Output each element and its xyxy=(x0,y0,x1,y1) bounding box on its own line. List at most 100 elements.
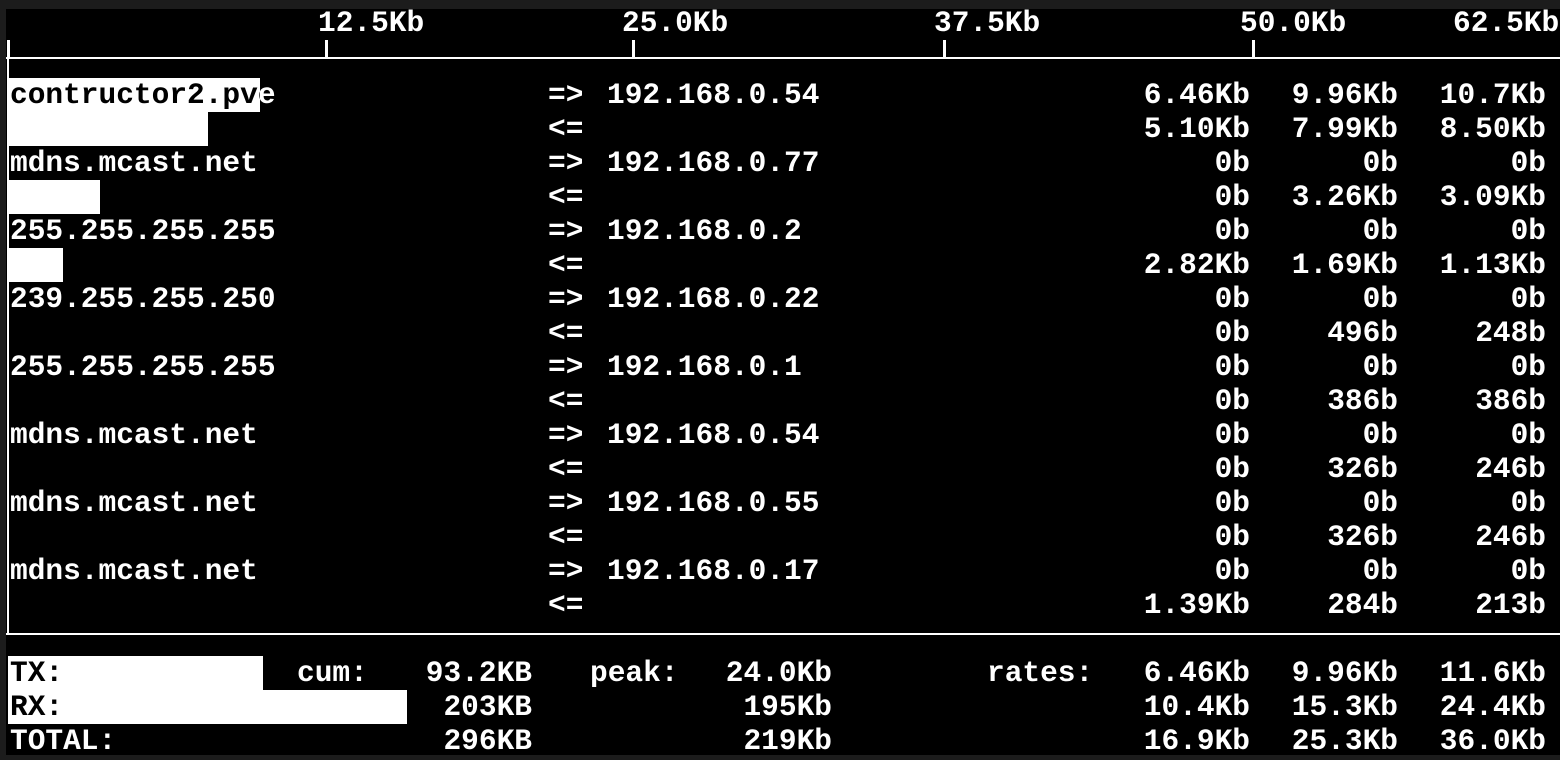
cum-value: 203KB xyxy=(443,690,532,724)
summary-rate: 36.0Kb xyxy=(1439,724,1546,758)
tx-arrow-icon: => xyxy=(548,214,584,248)
rx-rate: 0b xyxy=(1214,452,1250,486)
tx-rate: 10.7Kb xyxy=(1439,78,1546,112)
summary-rate: 16.9Kb xyxy=(1143,724,1250,758)
tx-rate: 0b xyxy=(1362,554,1398,588)
rx-rate: 1.69Kb xyxy=(1291,248,1398,282)
summary-rate: 9.96Kb xyxy=(1291,656,1398,690)
scale-label: 37.5Kb xyxy=(934,6,1041,40)
tx-arrow-icon: => xyxy=(548,146,584,180)
tx-rate: 0b xyxy=(1214,554,1250,588)
source-host: 239.255.255.250 xyxy=(10,282,276,316)
dest-host: 192.168.0.77 xyxy=(607,146,820,180)
tx-arrow-icon: => xyxy=(548,554,584,588)
rx-rate: 0b xyxy=(1214,316,1250,350)
dest-host: 192.168.0.54 xyxy=(607,78,820,112)
summary-rate: 25.3Kb xyxy=(1291,724,1398,758)
rx-arrow-icon: <= xyxy=(548,180,584,214)
peak-header: peak: xyxy=(590,656,679,690)
summary-rate: 6.46Kb xyxy=(1143,656,1250,690)
summary-rate: 24.4Kb xyxy=(1439,690,1546,724)
scale-label: 25.0Kb xyxy=(622,6,729,40)
summary-rate: 15.3Kb xyxy=(1291,690,1398,724)
scale-tick xyxy=(943,40,946,57)
rx-arrow-icon: <= xyxy=(548,588,584,622)
tx-rate: 0b xyxy=(1510,146,1546,180)
tx-rate: 0b xyxy=(1214,146,1250,180)
rx-rate: 8.50Kb xyxy=(1439,112,1546,146)
tx-rate: 0b xyxy=(1362,350,1398,384)
tx-rate: 0b xyxy=(1510,554,1546,588)
summary-label: TOTAL: xyxy=(10,724,117,758)
tx-arrow-icon: => xyxy=(548,418,584,452)
summary-rate: 10.4Kb xyxy=(1143,690,1250,724)
rx-arrow-icon: <= xyxy=(548,112,584,146)
scale-label: 62.5Kb xyxy=(1453,6,1560,40)
scale-tick xyxy=(1252,40,1255,57)
source-host: contructor2.pve xyxy=(10,78,276,112)
rx-arrow-icon: <= xyxy=(548,452,584,486)
tx-rate: 0b xyxy=(1362,282,1398,316)
cum-value: 93.2KB xyxy=(425,656,532,690)
summary-rate: 11.6Kb xyxy=(1439,656,1546,690)
rx-arrow-icon: <= xyxy=(548,248,584,282)
summary-separator-line xyxy=(6,633,1560,635)
traffic-bar-rx xyxy=(8,112,208,146)
rx-rate: 0b xyxy=(1214,520,1250,554)
tx-rate: 0b xyxy=(1362,418,1398,452)
rx-arrow-icon: <= xyxy=(548,384,584,418)
rx-rate: 326b xyxy=(1327,452,1398,486)
traffic-bar-rx xyxy=(8,180,100,214)
tx-rate: 0b xyxy=(1510,282,1546,316)
scale-tick xyxy=(632,40,635,57)
source-host: 255.255.255.255 xyxy=(10,214,276,248)
dest-host: 192.168.0.1 xyxy=(607,350,802,384)
summary-bar xyxy=(8,690,407,724)
rx-rate: 248b xyxy=(1475,316,1546,350)
window-edge-top xyxy=(0,0,1560,9)
rx-rate: 1.13Kb xyxy=(1439,248,1546,282)
cum-value: 296KB xyxy=(443,724,532,758)
rx-rate: 3.26Kb xyxy=(1291,180,1398,214)
dest-host: 192.168.0.22 xyxy=(607,282,820,316)
rx-rate: 0b xyxy=(1214,180,1250,214)
source-host: 255.255.255.255 xyxy=(10,350,276,384)
peak-value: 219Kb xyxy=(743,724,832,758)
rx-rate: 0b xyxy=(1214,384,1250,418)
tx-rate: 0b xyxy=(1214,486,1250,520)
scale-label: 50.0Kb xyxy=(1240,6,1347,40)
rx-rate: 1.39Kb xyxy=(1143,588,1250,622)
zero-guide-line xyxy=(7,57,9,634)
traffic-bar-rx xyxy=(8,248,63,282)
summary-label: RX: xyxy=(10,690,64,724)
traffic-bar-tx xyxy=(8,78,260,112)
window-edge-bottom xyxy=(0,755,1560,760)
tx-rate: 0b xyxy=(1214,418,1250,452)
rx-rate: 386b xyxy=(1327,384,1398,418)
cum-header: cum: xyxy=(297,656,368,690)
dest-host: 192.168.0.54 xyxy=(607,418,820,452)
rx-rate: 2.82Kb xyxy=(1143,248,1250,282)
scale-tick xyxy=(325,40,328,57)
scale-axis-line xyxy=(6,57,1560,59)
tx-rate: 0b xyxy=(1510,350,1546,384)
tx-arrow-icon: => xyxy=(548,78,584,112)
tx-rate: 0b xyxy=(1214,282,1250,316)
rx-rate: 496b xyxy=(1327,316,1398,350)
tx-rate: 0b xyxy=(1214,350,1250,384)
dest-host: 192.168.0.55 xyxy=(607,486,820,520)
tx-rate: 0b xyxy=(1214,214,1250,248)
tx-rate: 0b xyxy=(1510,214,1546,248)
dest-host: 192.168.0.2 xyxy=(607,214,802,248)
rates-header: rates: xyxy=(987,656,1094,690)
tx-rate: 0b xyxy=(1362,486,1398,520)
window-edge-left xyxy=(0,9,6,755)
tx-rate: 0b xyxy=(1362,214,1398,248)
rx-rate: 7.99Kb xyxy=(1291,112,1398,146)
rx-rate: 3.09Kb xyxy=(1439,180,1546,214)
source-host: mdns.mcast.net xyxy=(10,418,258,452)
rx-rate: 386b xyxy=(1475,384,1546,418)
source-host: mdns.mcast.net xyxy=(10,146,258,180)
tx-arrow-icon: => xyxy=(548,282,584,316)
